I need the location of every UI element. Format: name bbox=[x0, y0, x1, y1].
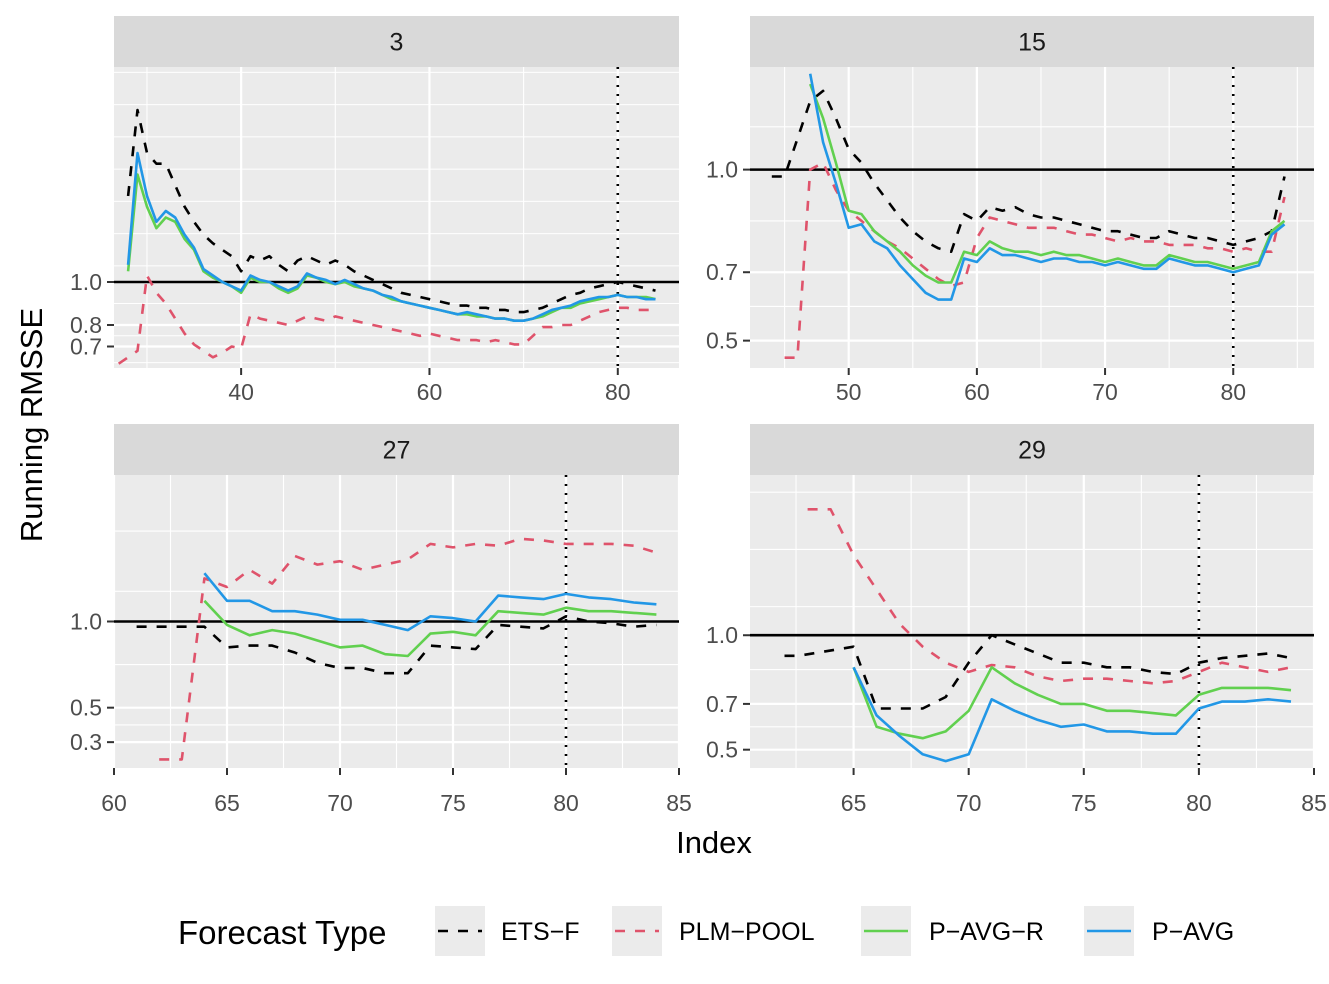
panel-background bbox=[114, 67, 679, 368]
legend-label-p-avg-r: P−AVG−R bbox=[929, 918, 1044, 946]
x-tick-label: 60 bbox=[101, 790, 127, 816]
x-tick-label: 85 bbox=[1301, 790, 1327, 816]
series-line-p-avg bbox=[808, 73, 1286, 301]
facet-strip-label: 3 bbox=[390, 29, 404, 57]
series-line-p-avg bbox=[852, 666, 1292, 763]
legend-entry-p-avg: P−AVG bbox=[1084, 906, 1234, 956]
y-tick-label: 1.0 bbox=[70, 609, 102, 635]
y-tick-label: 0.8 bbox=[70, 312, 102, 338]
x-tick-label: 80 bbox=[1220, 379, 1246, 405]
x-tick-label: 40 bbox=[228, 379, 254, 405]
panel-15: 15 50 60 70 80 0.5 0.7 1.0 bbox=[706, 16, 1314, 405]
panel-27: 27 60 65 70 75 80 85 0.3 0.5 1.0 bbox=[70, 424, 692, 816]
y-tick-label: 1.0 bbox=[70, 269, 102, 295]
x-tick-label: 70 bbox=[1092, 379, 1118, 405]
series-group bbox=[771, 73, 1286, 360]
x-tick-label: 65 bbox=[841, 790, 867, 816]
series-line-ets-f bbox=[771, 89, 1286, 253]
facet-strip bbox=[750, 424, 1314, 475]
facet-strip bbox=[114, 424, 679, 475]
x-axis-title: Index bbox=[676, 825, 752, 860]
legend-label-plm-pool: PLM−POOL bbox=[679, 918, 815, 946]
series-line-p-avg-r bbox=[203, 599, 657, 658]
y-tick-label: 0.5 bbox=[706, 737, 738, 763]
series-line-plm-pool bbox=[784, 161, 1286, 360]
x-tick-label: 85 bbox=[666, 790, 692, 816]
y-tick-label: 1.0 bbox=[706, 622, 738, 648]
series-line-plm-pool bbox=[807, 507, 1292, 685]
panel-3: 3 40 60 80 0.70.8 1.0 bbox=[70, 16, 679, 405]
legend-entry-plm-pool: PLM−POOL bbox=[612, 906, 815, 956]
series-group bbox=[136, 537, 657, 761]
y-tick-label: 0.7 bbox=[706, 259, 738, 285]
legend-entry-ets-f: ETS−F bbox=[435, 906, 580, 956]
x-tick-label: 60 bbox=[417, 379, 443, 405]
panel-background bbox=[750, 67, 1314, 368]
y-tick-label: 1.0 bbox=[706, 157, 738, 183]
facet-strip bbox=[114, 16, 679, 67]
facet-strip bbox=[750, 16, 1314, 67]
facet-strip-label: 27 bbox=[383, 437, 411, 465]
legend-entry-p-avg-r: P−AVG−R bbox=[861, 906, 1044, 956]
x-tick-label: 75 bbox=[440, 790, 466, 816]
series-line-plm-pool bbox=[117, 274, 656, 365]
x-tick-label: 80 bbox=[605, 379, 631, 405]
x-tick-label: 70 bbox=[327, 790, 353, 816]
legend-title: Forecast Type bbox=[178, 914, 387, 951]
panel-background bbox=[750, 475, 1314, 768]
x-tick-label: 65 bbox=[214, 790, 240, 816]
series-line-ets-f bbox=[784, 633, 1292, 710]
x-tick-label: 60 bbox=[964, 379, 990, 405]
x-tick-label: 80 bbox=[553, 790, 579, 816]
series-group bbox=[117, 108, 656, 365]
legend: Forecast Type ETS−F PLM−POOL P−AVG−R P−A… bbox=[178, 906, 1234, 956]
y-tick-label: 0.7 bbox=[706, 691, 738, 717]
series-line-p-avg bbox=[126, 151, 656, 323]
x-tick-label: 75 bbox=[1071, 790, 1097, 816]
y-axis-title: Running RMSSE bbox=[14, 308, 49, 542]
series-line-ets-f bbox=[126, 108, 656, 314]
series-line-p-avg-r bbox=[808, 83, 1286, 284]
series-line-p-avg-r bbox=[852, 665, 1292, 740]
x-tick-label: 50 bbox=[836, 379, 862, 405]
panel-29: 29 65 70 75 80 85 0.5 0.7 1.0 bbox=[706, 424, 1327, 816]
series-line-ets-f bbox=[136, 614, 657, 675]
y-tick-label: 0.3 bbox=[70, 729, 102, 755]
y-tick-label: 0.5 bbox=[706, 328, 738, 354]
series-group bbox=[784, 507, 1292, 763]
legend-label-ets-f: ETS−F bbox=[501, 918, 580, 946]
series-line-p-avg bbox=[203, 572, 657, 632]
x-tick-label: 70 bbox=[956, 790, 982, 816]
legend-label-p-avg: P−AVG bbox=[1152, 918, 1234, 946]
y-tick-label: 0.5 bbox=[70, 695, 102, 721]
y-tick-label: 0.7 bbox=[70, 334, 102, 360]
series-line-plm-pool bbox=[159, 537, 657, 761]
facet-strip-label: 29 bbox=[1018, 437, 1046, 465]
x-tick-label: 80 bbox=[1186, 790, 1212, 816]
facet-strip-label: 15 bbox=[1018, 29, 1046, 57]
